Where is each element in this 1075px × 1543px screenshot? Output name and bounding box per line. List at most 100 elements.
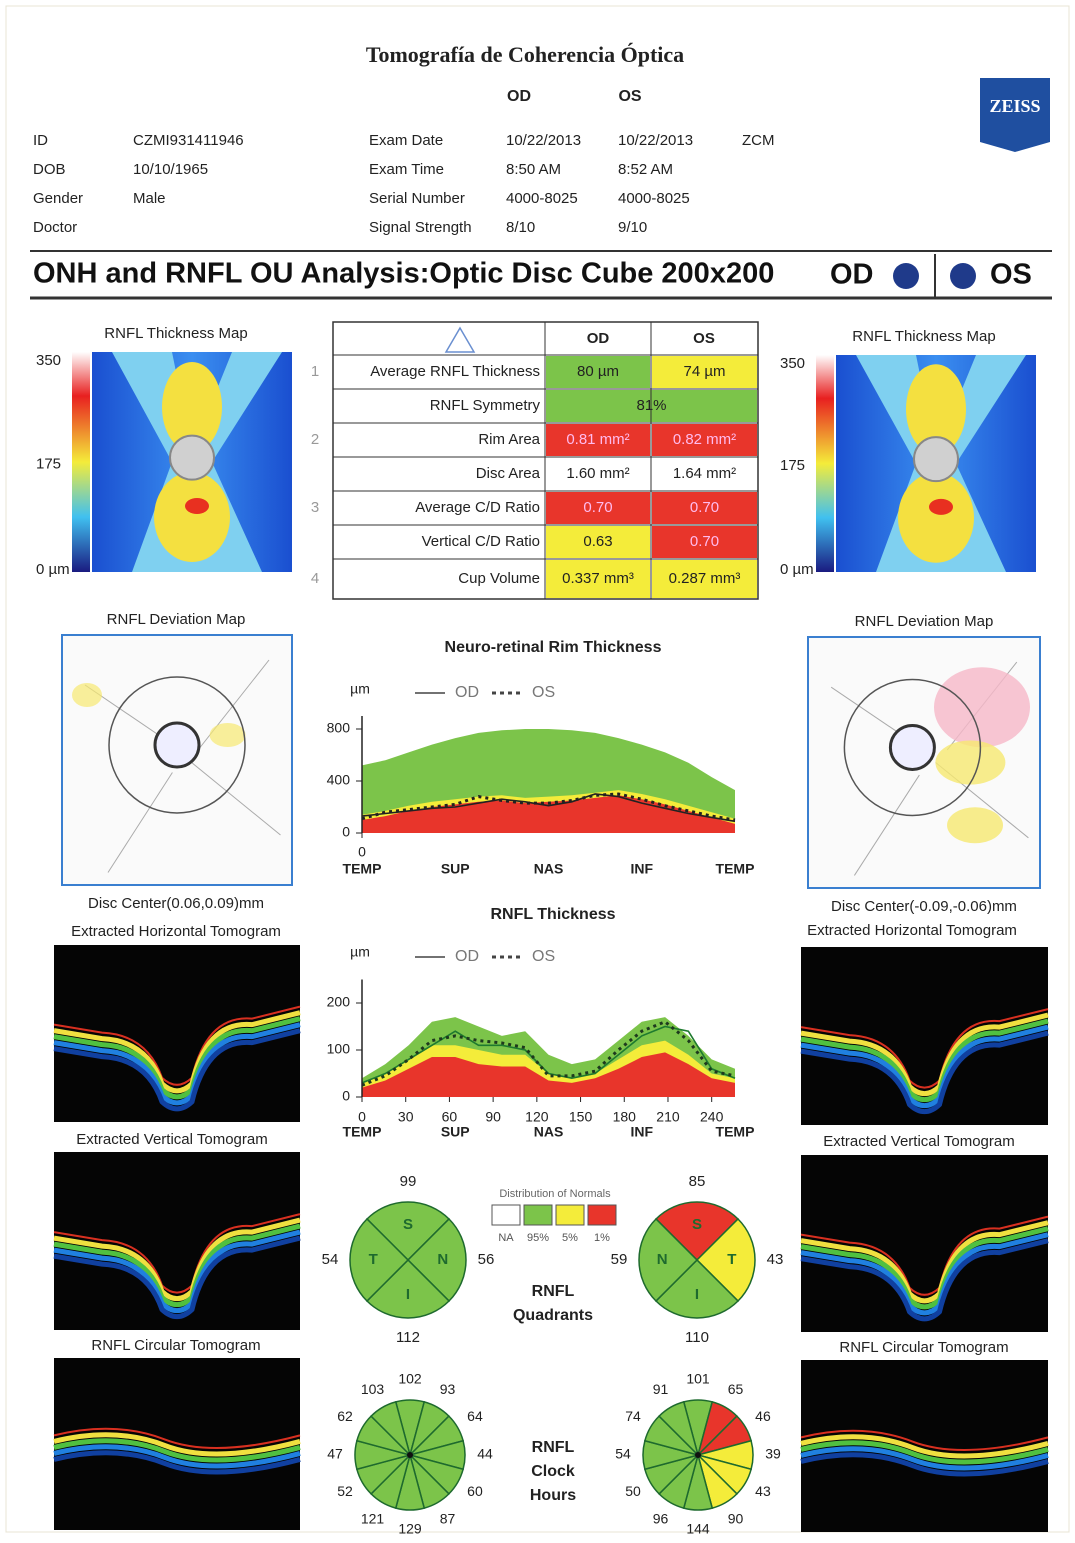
clock-value: 64	[467, 1408, 483, 1424]
quadrant-letter: I	[406, 1286, 410, 1303]
tomogram-title: Extracted Vertical Tomogram	[823, 1133, 1014, 1150]
legend-label: OD	[455, 948, 479, 965]
legend-label: OS	[532, 948, 555, 965]
map-title: RNFL Deviation Map	[107, 611, 246, 628]
exam-od: 4000-8025	[506, 190, 578, 207]
region-label: SUP	[441, 1124, 470, 1140]
region-label: INF	[630, 861, 653, 877]
row-label: RNFL Symmetry	[430, 397, 541, 414]
map-title: RNFL Thickness Map	[104, 325, 247, 342]
quadrant-letter: N	[657, 1251, 668, 1268]
clock-value: 90	[728, 1511, 744, 1527]
normals-label: 95%	[527, 1232, 549, 1244]
quadrants-title: RNFL	[532, 1283, 575, 1300]
exam-od: 8:50 AM	[506, 161, 561, 178]
table-header: OS	[693, 330, 715, 347]
patient-label: Doctor	[33, 219, 77, 236]
clock-title: Hours	[530, 1487, 576, 1504]
exam-label: Serial Number	[369, 190, 465, 207]
eye-dot	[950, 263, 976, 289]
clock-center	[407, 1452, 413, 1458]
row-number: 3	[311, 499, 319, 516]
region-label: TEMP	[716, 1124, 755, 1140]
row-number: 2	[311, 431, 319, 448]
quadrant-value: 54	[322, 1251, 339, 1268]
deviation-zone	[210, 723, 246, 747]
deviation-zone	[72, 683, 102, 707]
clock-value: 74	[625, 1408, 641, 1424]
tomogram-title: Extracted Horizontal Tomogram	[71, 923, 281, 940]
normals-label: NA	[498, 1232, 514, 1244]
report: Tomografía de Coherencia Óptica OD OS ZEISS…	[0, 0, 1075, 1538]
clock-value: 44	[477, 1446, 493, 1462]
clock-value: 43	[755, 1483, 771, 1499]
optic-disc	[914, 437, 958, 481]
x-tick-label: 90	[485, 1109, 501, 1125]
y-tick-label: 800	[327, 720, 351, 736]
normals-label: 5%	[562, 1232, 578, 1244]
quadrant-letter: N	[437, 1251, 448, 1268]
normals-swatch	[556, 1205, 584, 1225]
y-tick-label: 200	[327, 994, 351, 1010]
clock-center	[695, 1452, 701, 1458]
cell-value: 0.287 mm³	[669, 570, 741, 587]
y-tick-label: 400	[327, 772, 351, 788]
map-title: RNFL Deviation Map	[855, 613, 994, 630]
exam-os: 8:52 AM	[618, 161, 673, 178]
region-label: NAS	[534, 861, 564, 877]
exam-os: 4000-8025	[618, 190, 690, 207]
clock-value: 91	[653, 1381, 669, 1397]
brand-name: ZEISS	[989, 96, 1040, 116]
quadrant-value: 43	[767, 1251, 784, 1268]
patient-label: ID	[33, 132, 48, 149]
legend-label: OD	[455, 684, 479, 701]
thickness-peak	[898, 473, 974, 563]
tomogram-title: Extracted Horizontal Tomogram	[807, 922, 1017, 939]
quadrant-value: 85	[689, 1173, 706, 1190]
clock-value: 129	[398, 1521, 422, 1537]
optic-disc	[170, 436, 214, 480]
normals-legend-title: Distribution of Normals	[499, 1188, 611, 1200]
clock-title: Clock	[531, 1463, 575, 1480]
region-label: INF	[630, 1124, 653, 1140]
clock-value: 87	[440, 1511, 456, 1527]
clock-value: 102	[398, 1371, 422, 1387]
x-tick-label: 240	[700, 1109, 724, 1125]
cell-value: 0.81 mm²	[566, 431, 629, 448]
device: ZCM	[742, 132, 775, 149]
report-title: Tomografía de Coherencia Óptica	[366, 42, 684, 67]
cell-value: 0.70	[690, 499, 719, 516]
normals-swatch	[524, 1205, 552, 1225]
patient-label: DOB	[33, 161, 66, 178]
x-tick-label: 60	[442, 1109, 458, 1125]
x-tick-label: 180	[613, 1109, 637, 1125]
quadrant-value: 112	[396, 1329, 420, 1346]
normals-swatch	[588, 1205, 616, 1225]
clock-value: 54	[615, 1446, 631, 1462]
clock-value: 39	[765, 1446, 781, 1462]
scale-label: 175	[36, 455, 61, 472]
x-tick-label: 210	[656, 1109, 680, 1125]
x-tick-label: 150	[569, 1109, 593, 1125]
table-header: OD	[587, 330, 610, 347]
clock-value: 46	[755, 1408, 771, 1424]
y-tick-label: 100	[327, 1041, 351, 1057]
patient-label: Gender	[33, 190, 83, 207]
scale-label: 0 µm	[780, 561, 814, 578]
region-label: NAS	[534, 1124, 564, 1140]
cell-value: 0.337 mm³	[562, 570, 634, 587]
clock-value: 52	[337, 1483, 353, 1499]
tomogram-title: Extracted Vertical Tomogram	[76, 1131, 267, 1148]
clock-value: 93	[440, 1381, 456, 1397]
disc-center: Disc Center(0.06,0.09)mm	[88, 895, 264, 912]
patient-value: CZMI931411946	[133, 132, 244, 149]
region-label: SUP	[441, 861, 470, 877]
chart-title: RNFL Thickness	[490, 906, 615, 923]
row-label: Average C/D Ratio	[415, 499, 540, 516]
quadrant-value: 99	[400, 1173, 417, 1190]
cell-value: 1.60 mm²	[566, 465, 629, 482]
quadrant-letter: I	[695, 1286, 699, 1303]
exam-label: Exam Date	[369, 132, 443, 149]
cell-value: 74 µm	[684, 363, 726, 380]
quadrants-title: Quadrants	[513, 1307, 593, 1324]
